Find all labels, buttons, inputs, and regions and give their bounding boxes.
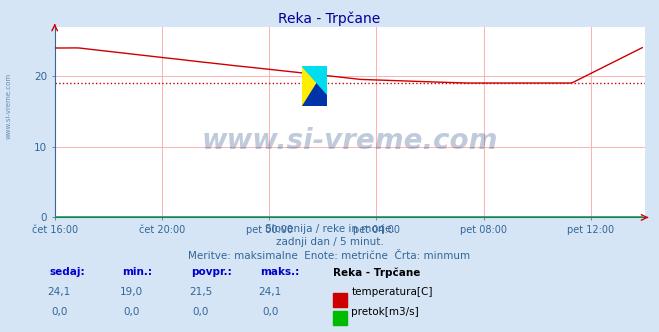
Polygon shape [302, 66, 327, 106]
Text: 0,0: 0,0 [193, 307, 209, 317]
Text: Reka - Trpčane: Reka - Trpčane [333, 267, 420, 278]
Text: min.:: min.: [122, 267, 152, 277]
Text: pretok[m3/s]: pretok[m3/s] [351, 307, 419, 317]
Text: maks.:: maks.: [260, 267, 300, 277]
Text: 24,1: 24,1 [258, 287, 282, 297]
Text: sedaj:: sedaj: [49, 267, 85, 277]
Text: zadnji dan / 5 minut.: zadnji dan / 5 minut. [275, 237, 384, 247]
Text: www.si-vreme.com: www.si-vreme.com [5, 73, 11, 139]
Text: Meritve: maksimalne  Enote: metrične  Črta: minmum: Meritve: maksimalne Enote: metrične Črta… [188, 251, 471, 261]
Polygon shape [302, 66, 327, 106]
Text: 0,0: 0,0 [51, 307, 67, 317]
Polygon shape [302, 66, 327, 94]
Text: www.si-vreme.com: www.si-vreme.com [202, 127, 498, 155]
Text: povpr.:: povpr.: [191, 267, 232, 277]
Text: Slovenija / reke in morje.: Slovenija / reke in morje. [264, 224, 395, 234]
Text: 19,0: 19,0 [120, 287, 144, 297]
Text: Reka - Trpčane: Reka - Trpčane [278, 12, 381, 26]
Text: 0,0: 0,0 [124, 307, 140, 317]
Text: 0,0: 0,0 [262, 307, 278, 317]
Text: 24,1: 24,1 [47, 287, 71, 297]
Text: temperatura[C]: temperatura[C] [351, 287, 433, 297]
Text: 21,5: 21,5 [189, 287, 213, 297]
